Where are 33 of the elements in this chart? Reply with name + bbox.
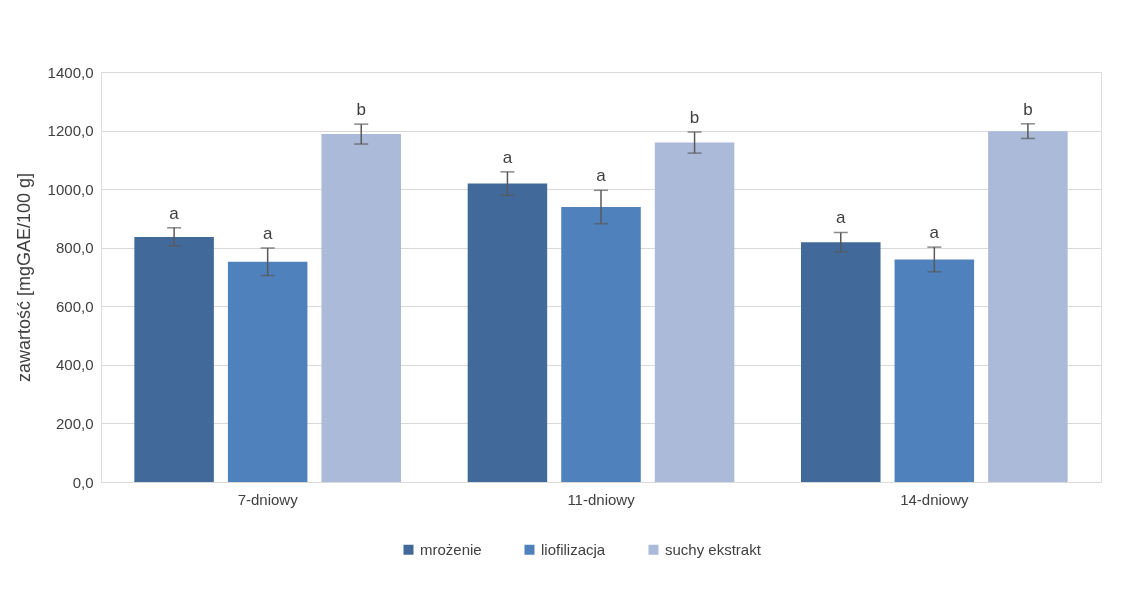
- y-tick-label: 1200,0: [47, 122, 94, 140]
- y-tick-label: 400,0: [55, 356, 94, 374]
- data-label: a: [929, 223, 940, 243]
- x-tick-label: 14-dniowy: [900, 490, 970, 508]
- x-tick-label: 7-dniowy: [237, 490, 299, 508]
- y-tick-label: 200,0: [55, 414, 94, 432]
- bar: [988, 131, 1068, 482]
- y-axis-title: zawartość [mgGAE/100 g]: [13, 172, 34, 383]
- data-label: a: [502, 147, 513, 167]
- y-tick-label: 0,0: [72, 473, 94, 491]
- legend-label: mrożenie: [420, 540, 482, 558]
- bar: [561, 207, 641, 482]
- data-label: a: [169, 203, 180, 223]
- data-label: a: [262, 224, 273, 244]
- legend-label: liofilizacja: [541, 540, 606, 558]
- legend-label: suchy ekstrakt: [665, 540, 762, 558]
- bar: [801, 242, 881, 482]
- y-tick-label: 1400,0: [47, 63, 94, 81]
- bar: [654, 142, 735, 482]
- data-label: b: [356, 100, 366, 120]
- bar: [894, 259, 975, 482]
- y-tick-label: 600,0: [55, 297, 94, 315]
- x-tick-label: 11-dniowy: [567, 490, 636, 508]
- y-tick-label: 1000,0: [47, 180, 94, 198]
- data-label: a: [596, 166, 607, 186]
- data-label: a: [836, 208, 847, 228]
- bar: [134, 236, 214, 482]
- data-label: b: [689, 108, 700, 128]
- data-label: b: [1023, 99, 1033, 119]
- bar: [227, 261, 308, 482]
- bar: [321, 134, 401, 482]
- y-tick-label: 800,0: [55, 239, 94, 257]
- bar: [467, 183, 548, 482]
